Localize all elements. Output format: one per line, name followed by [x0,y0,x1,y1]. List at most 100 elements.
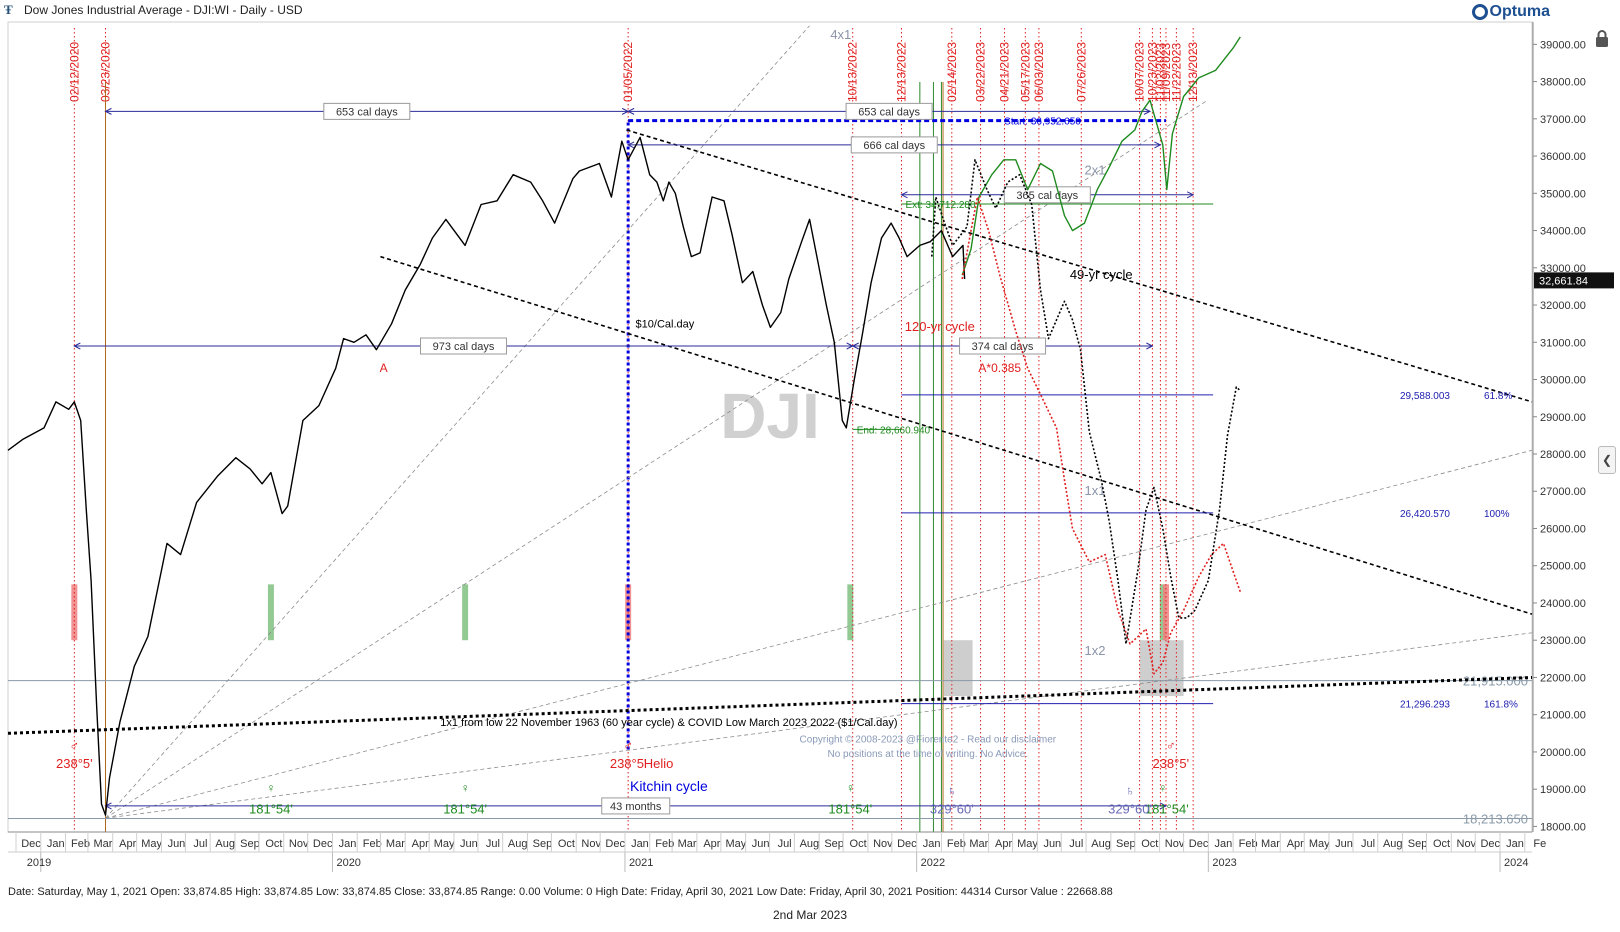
x-month-label: Aug [1091,838,1111,850]
gann-line [105,632,1533,819]
series-line-0 [7,136,966,816]
annotation: Helio [644,756,674,771]
annotation: 181°54' [1145,801,1189,816]
y-tick-label: 18000.00 [1540,821,1586,833]
reference-label: 21,915.000 [1463,674,1528,689]
event-date-label: 04/21/2023 [998,42,1012,102]
gann-label: 2x1 [1084,163,1105,178]
x-month-label: Oct [1141,838,1158,850]
y-tick-label: 27000.00 [1540,486,1586,498]
y-tick-label: 34000.00 [1540,226,1586,238]
x-month-label: Jan [47,838,65,850]
x-month-label: Jun [460,838,478,850]
annotation: ♄ [1125,783,1135,798]
x-month-label: Aug [215,838,235,850]
x-month-label: Feb [71,838,90,850]
gann-line [105,99,1208,819]
level-label: End: 28,660.940 [857,425,931,436]
event-date-label: 10/07/2023 [1133,42,1147,102]
span-label: 43 months [610,801,662,813]
span-label-box [420,337,508,355]
span-label: 973 cal days [433,341,495,353]
annotation: 181°54' [828,801,872,816]
span-label-box [1003,186,1091,204]
event-date-label: 06/03/2023 [1032,42,1046,102]
cycle-marker [462,584,469,641]
event-date-label: 10/13/2022 [846,42,860,102]
level-percent-label: 100% [1484,509,1510,520]
x-month-label: Mar [93,838,112,850]
x-month-label: Aug [800,838,820,850]
event-date-label: 07/26/2023 [1074,42,1088,102]
y-tick-label: 35000.00 [1540,188,1586,200]
cycle-marker [1159,584,1166,641]
annotation: ♂ [623,738,633,753]
gann-label: 1x2 [1084,643,1105,658]
span-label: 374 cal days [972,341,1034,353]
gann-label: 4x1 [830,27,851,42]
level-percent-label: 61.8% [1484,391,1512,402]
last-value-label: 32,661.84 [1539,275,1588,287]
level-percent-label: 161.8% [1484,700,1518,711]
watermark: DJI [720,380,820,452]
annotation: ♀ [1158,781,1167,795]
x-month-label: Sep [1408,838,1428,850]
annotation: ♀ [846,781,855,795]
footer-date: 2nd Mar 2023 [772,908,848,922]
brand-logo: Optuma [1471,2,1550,22]
event-date-label: 03/23/2020 [98,42,112,102]
lock-icon[interactable] [1592,28,1612,48]
span-label: 666 cal days [863,140,925,152]
y-tick-label: 30000.00 [1540,375,1586,387]
shaded-box [1139,640,1184,697]
trendline [626,129,1533,403]
x-month-label: Aug [1383,838,1403,850]
annotation: 49-yr cycle [1070,267,1133,282]
span-label: 653 cal days [858,106,920,118]
x-month-label: Nov [289,838,309,850]
optuma-small-logo-icon: Ŧ [4,2,13,17]
y-tick-label: 23000.00 [1540,635,1586,647]
last-value-box [1534,272,1614,289]
level-label: Start: 36,952.650 [1004,117,1081,128]
span-arrow [627,141,1162,149]
span-label-box [959,337,1047,355]
annotation: ♂ [69,738,79,753]
event-date-label: 10/23/2023 [1145,42,1159,102]
y-tick-label: 28000.00 [1540,449,1586,461]
y-tick-label: 31000.00 [1540,337,1586,349]
event-date-label: 02/12/2020 [67,42,81,102]
annotation: ♀ [266,781,275,795]
x-month-label: Jan [923,838,941,850]
trendline [380,255,1533,615]
y-tick-label: 19000.00 [1540,784,1586,796]
status-bar: Date: Saturday, May 1, 2021 Open: 33,874… [8,886,1113,898]
gann-line [105,449,1533,819]
x-month-label: Jul [193,838,207,850]
x-month-label: Dec [605,838,625,850]
x-month-label: Jul [778,838,792,850]
x-year-label: 2024 [1504,857,1528,869]
annotation: 238°5' [1152,756,1189,771]
event-date-label: 02/14/2023 [945,42,959,102]
x-month-label: Feb [947,838,966,850]
x-month-label: Jul [1361,838,1375,850]
x-month-label: Dec [21,838,41,850]
chevron-left-icon[interactable]: ❮ [1598,446,1616,474]
trendline [7,675,1533,735]
chart-header: Ŧ Dow Jones Industrial Average - DJI:WI … [0,0,1620,20]
brand-name: Optuma [1489,3,1550,20]
x-month-label: Sep [824,838,844,850]
price-chart[interactable]: DJI 02/12/2020 03/23/2020 01/05/2022 10/13/2… [0,0,1620,880]
series-line-3 [931,159,1241,645]
x-month-label: Apr [703,838,720,850]
x-month-label: Mar [678,838,697,850]
annotation: 329°60' [1108,801,1152,816]
x-month-label: Nov [1457,838,1477,850]
chart-title: Dow Jones Industrial Average - DJI:WI - … [24,3,303,17]
x-month-label: Jun [1043,838,1061,850]
y-tick-label: 20000.00 [1540,747,1586,759]
shaded-box [943,640,973,697]
x-month-label: Jan [1506,838,1524,850]
span-label-box [601,797,671,815]
